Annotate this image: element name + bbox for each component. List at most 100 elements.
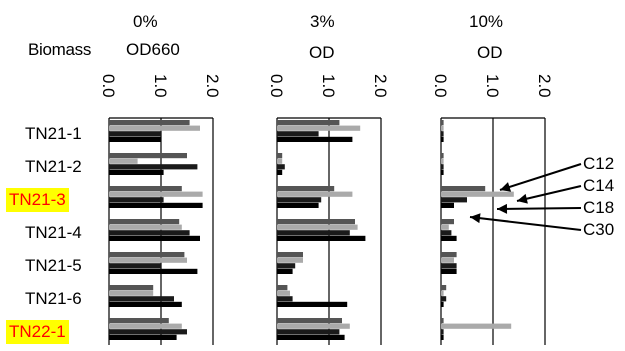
row-label-tn21-5: TN21-5 [25,256,82,275]
row-label-tn21-3: TN21-3 [6,188,69,212]
bar-c18-tn21-2 [441,164,444,170]
bar-c30-tn22-1 [441,334,444,340]
annotation-arrowhead-c30 [470,213,481,224]
bar-c30-tn21-4 [277,235,366,241]
bar-c30-tn21-5 [277,268,293,274]
bar-c18-tn21-6 [277,296,293,302]
row-label-tn21-2: TN21-2 [25,157,82,176]
panel-0-condition: 0% [133,12,158,31]
bar-c30-tn21-2 [441,169,444,175]
bar-c18-tn21-2 [109,164,198,170]
bar-c12-tn21-6 [109,285,154,291]
bar-c12-tn21-5 [277,252,303,258]
row-label-tn21-6: TN21-6 [25,289,82,308]
panel-2-tick-label: 2.0 [535,74,554,98]
bar-c12-tn22-1 [109,318,169,324]
panel-2-tick-label: 1.0 [483,74,502,98]
annotation-c14: C14 [583,176,615,195]
bar-c18-tn21-4 [109,230,190,236]
bar-c18-tn21-2 [277,164,285,170]
panel-1-tick-label: 0.0 [267,74,286,98]
bar-c30-tn21-3 [109,202,203,208]
bar-c18-tn21-3 [441,197,467,203]
bar-c30-tn21-1 [277,136,353,142]
bar-c14-tn21-2 [441,158,444,164]
bar-c12-tn21-4 [109,219,180,225]
bar-c14-tn21-3 [109,191,203,197]
bar-c14-tn21-1 [277,125,361,131]
bar-c18-tn21-4 [277,230,350,236]
bar-c14-tn21-6 [277,290,290,296]
bar-c14-tn21-5 [277,257,303,263]
bar-c12-tn21-3 [277,186,335,192]
bar-c12-tn21-1 [277,120,340,126]
bar-c14-tn21-6 [441,290,444,296]
bar-c12-tn22-1 [277,318,342,324]
row-axis-label: Biomass [28,40,92,59]
bar-c18-tn21-4 [441,230,452,236]
bar-c12-tn21-1 [109,120,190,126]
bar-c14-tn21-3 [441,191,514,197]
panel-2-axis-label: OD [477,43,503,62]
bar-c14-tn21-2 [109,158,138,164]
bar-c12-tn21-4 [277,219,355,225]
bar-c14-tn21-5 [109,257,187,263]
bar-c12-tn21-2 [109,153,187,159]
panel-2-condition: 10% [469,12,504,31]
bar-c14-tn21-4 [109,224,182,230]
annotation-arrow-c18 [496,207,582,210]
bar-c30-tn22-1 [277,334,345,340]
bar-c30-tn21-3 [277,202,319,208]
bar-c12-tn21-6 [441,285,447,291]
panel-1-tick-label: 2.0 [371,74,390,98]
bar-c18-tn21-6 [109,296,174,302]
panel-0-tick-label: 2.0 [203,74,222,98]
bar-c12-tn21-5 [441,252,457,258]
bar-c12-tn21-3 [441,186,486,192]
bar-c14-tn21-5 [441,257,454,263]
bar-c14-tn21-6 [109,290,154,296]
row-label-tn21-4: TN21-4 [25,223,82,242]
bar-c30-tn21-1 [441,136,444,142]
bar-c12-tn21-5 [109,252,185,258]
bar-c18-tn21-3 [109,197,164,203]
bar-c30-tn21-5 [441,268,457,274]
bar-c18-tn21-5 [441,263,457,269]
bar-c30-tn21-2 [277,169,283,175]
annotation-arrowhead-c18 [497,203,508,214]
bar-c14-tn22-1 [441,323,512,329]
bar-c18-tn22-1 [441,329,444,335]
panel-0-tick-label: 1.0 [151,74,170,98]
annotation-arrowhead-c14 [517,193,528,204]
panel-0-axis-label: OD660 [126,40,180,59]
row-label-tn21-1: TN21-1 [25,124,82,143]
annotation-arrowhead-c12 [500,182,512,192]
bar-c12-tn21-2 [441,153,444,159]
bar-c12-tn21-6 [277,285,288,291]
bar-c18-tn21-3 [277,197,322,203]
bar-c14-tn21-4 [277,224,358,230]
row-label-tn22-1: TN22-1 [6,320,69,344]
annotation-c12: C12 [583,154,615,173]
bar-c18-tn22-1 [277,329,340,335]
bar-c14-tn21-3 [277,191,353,197]
bar-c30-tn21-6 [109,301,182,307]
bar-c30-tn21-5 [109,268,198,274]
annotation-c18: C18 [583,198,615,217]
bar-c30-tn22-1 [109,334,177,340]
bar-c30-tn21-6 [277,301,348,307]
bar-c18-tn21-6 [441,296,447,302]
bar-c12-tn21-1 [441,120,444,126]
panel-1-condition: 3% [310,12,335,31]
annotation-arrow-c14 [516,185,582,202]
annotation-arrow-c30 [469,216,582,231]
bar-c18-tn21-5 [277,263,296,269]
bar-c30-tn21-3 [441,202,454,208]
bar-c12-tn21-2 [277,153,283,159]
bar-c14-tn21-1 [109,125,200,131]
bar-c12-tn22-1 [441,318,444,324]
annotation-c30: C30 [583,220,615,239]
bar-c12-tn21-4 [441,219,454,225]
bar-c18-tn21-1 [109,131,161,137]
